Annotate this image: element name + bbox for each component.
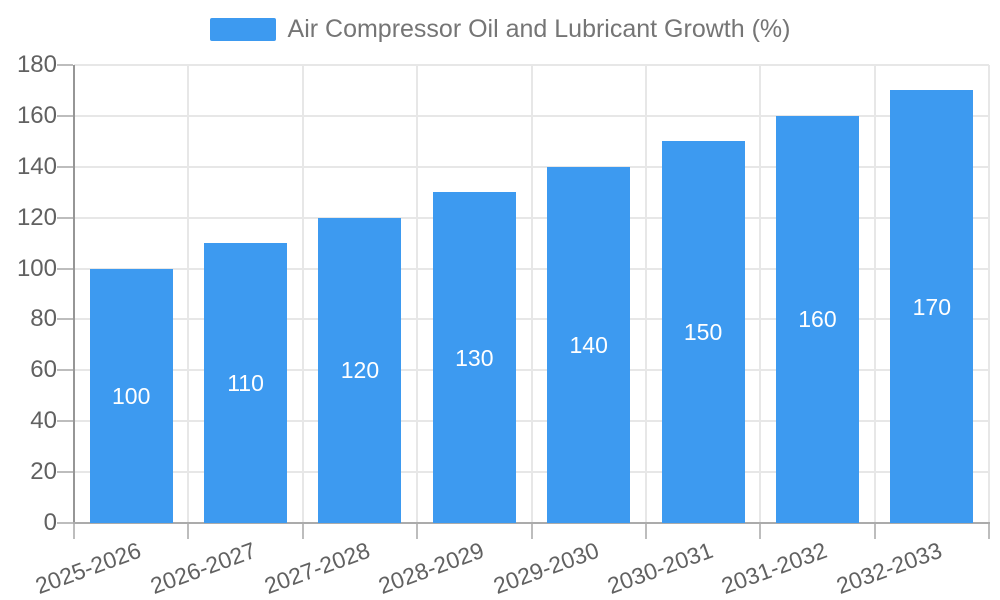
bar-value-label: 150: [683, 319, 723, 346]
x-axis-tick: [416, 523, 419, 539]
bar: [890, 90, 974, 523]
x-axis-tick: [759, 523, 762, 539]
legend-label: Air Compressor Oil and Lubricant Growth …: [287, 15, 791, 43]
y-axis-label: 180: [16, 51, 57, 78]
y-axis-label: 40: [30, 407, 57, 435]
y-axis-tick: [57, 267, 73, 270]
bar-value-label: 170: [912, 293, 951, 320]
gridline-vertical: [988, 65, 990, 523]
legend-item[interactable]: Air Compressor Oil and Lubricant Growth …: [209, 15, 791, 44]
bar: [318, 217, 402, 523]
bar-value-label: 110: [227, 370, 264, 397]
x-axis-tick: [644, 523, 647, 539]
bar-value-label: 100: [112, 382, 151, 409]
x-axis-tick: [530, 523, 533, 539]
gridline-vertical: [301, 65, 304, 523]
x-axis-tick: [187, 523, 190, 539]
y-axis-tick: [57, 216, 73, 219]
y-axis-tick: [57, 522, 73, 524]
bar: [432, 192, 516, 523]
gridline-vertical: [416, 65, 419, 523]
bar-value-label: 130: [455, 344, 494, 371]
bar: [775, 115, 859, 523]
bar: [89, 268, 173, 523]
y-axis-label: 140: [16, 152, 57, 180]
y-axis-tick: [57, 471, 73, 474]
y-axis-tick: [57, 165, 73, 168]
gridline-vertical: [530, 65, 533, 523]
x-axis-tick: [301, 523, 304, 539]
bar: [661, 141, 745, 523]
bar: [547, 166, 631, 523]
y-axis-tick: [57, 369, 73, 372]
plot-area: 0 20 40 60 80 100 120 140 160 180 100 2025-2026 110 2…: [17, 51, 990, 599]
y-axis-label: 160: [16, 101, 57, 129]
bar: [204, 243, 288, 523]
y-axis-label: 20: [30, 458, 57, 486]
x-axis-tick: [988, 523, 990, 539]
x-axis-tick: [73, 523, 75, 539]
y-axis-label: 100: [16, 254, 57, 282]
bar-value-label: 120: [340, 357, 380, 384]
y-axis-label: 60: [30, 356, 57, 384]
y-axis-tick: [57, 420, 73, 423]
legend: Air Compressor Oil and Lubricant Growth …: [0, 15, 1000, 44]
gridline-vertical: [187, 65, 190, 523]
y-axis-tick: [57, 114, 73, 117]
gridline-vertical: [873, 65, 876, 523]
y-axis-label: 120: [16, 203, 57, 231]
x-axis-line: [73, 522, 990, 524]
gridline-vertical: [759, 65, 762, 523]
legend-swatch-icon: [209, 18, 276, 41]
y-axis-tick: [57, 64, 73, 66]
x-axis-tick: [873, 523, 876, 539]
y-axis-line: [73, 65, 75, 523]
gridline-vertical: [644, 65, 647, 523]
y-axis-label: 0: [43, 509, 57, 536]
bar-value-label: 140: [569, 331, 608, 358]
bar-value-label: 160: [798, 306, 837, 333]
y-axis-tick: [57, 318, 73, 321]
y-axis-label: 80: [30, 305, 57, 333]
